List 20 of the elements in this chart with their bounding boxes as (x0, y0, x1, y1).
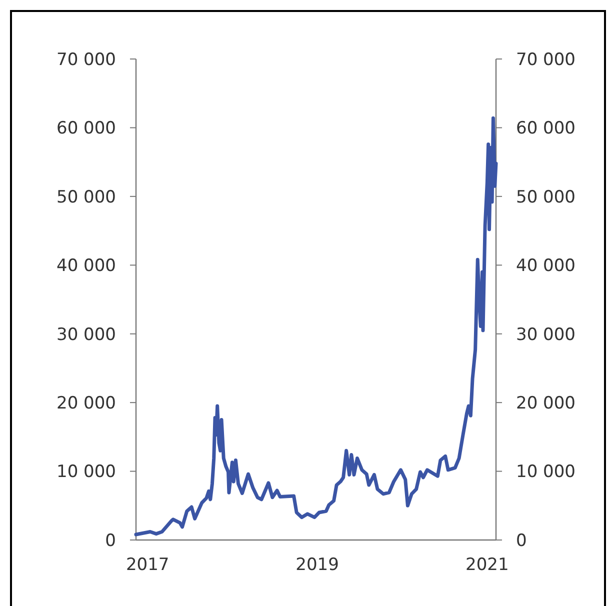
y-tick-label: 30 000 (56, 324, 116, 345)
x-tick-label: 2021 (466, 555, 509, 575)
y2-tick-label: 30 000 (516, 324, 576, 345)
y2-tick-label: 10 000 (516, 462, 576, 482)
y-tick-label: 50 000 (56, 187, 116, 208)
line-series (134, 116, 498, 536)
y-tick-label: 60 000 (56, 118, 116, 139)
y2-tick-label: 60 000 (516, 118, 576, 139)
y2-tick-label: 70 000 (516, 50, 576, 70)
y-tick-label: 40 000 (56, 256, 116, 276)
x-tick-label: 2019 (296, 555, 339, 575)
y-tick-label: 0 (105, 530, 116, 551)
y-tick-label: 20 000 (56, 394, 116, 414)
y2-tick-label: 0 (516, 530, 527, 551)
y2-tick-label: 40 000 (516, 256, 576, 276)
y2-tick-label: 50 000 (516, 187, 576, 208)
x-tick-label: 2017 (126, 555, 170, 575)
y-tick-label: 70 000 (56, 50, 116, 70)
y-tick-label: 10 000 (56, 462, 116, 482)
y2-tick-label: 20 000 (516, 394, 576, 414)
